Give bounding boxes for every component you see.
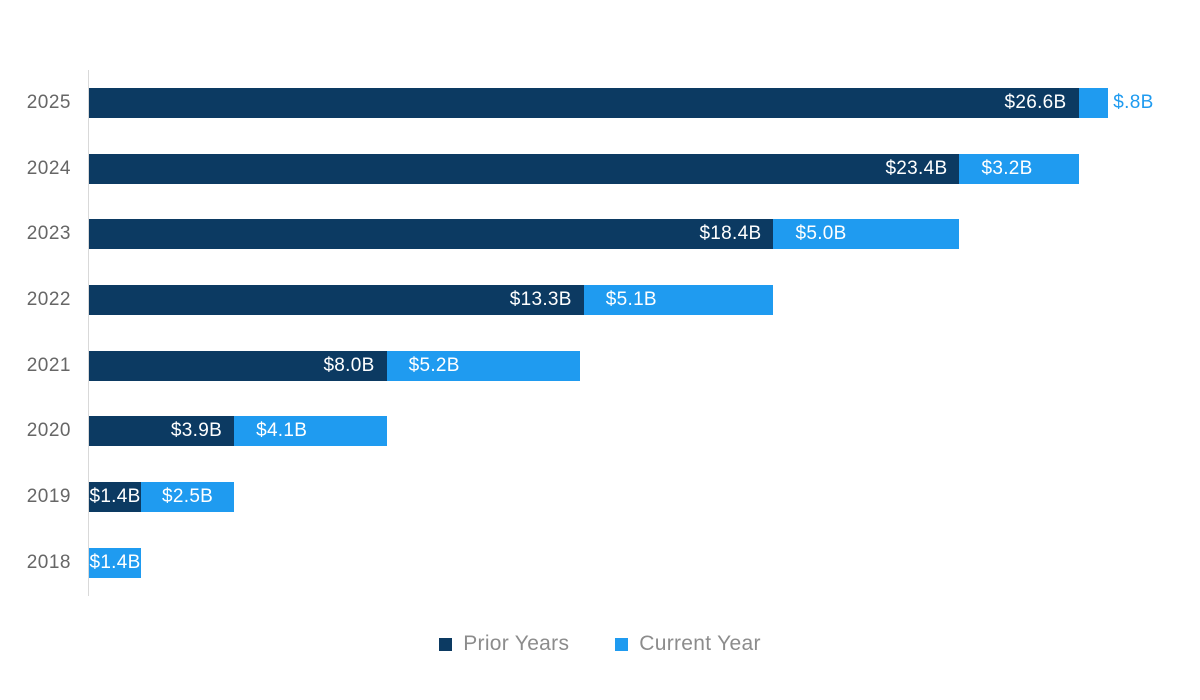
prior-years-value-label: $23.4B bbox=[885, 157, 948, 179]
year-axis-label: 2025 bbox=[26, 91, 71, 113]
prior-years-bar-segment[interactable]: $18.4B bbox=[89, 219, 774, 250]
prior-years-bar-segment[interactable]: $23.4B bbox=[89, 153, 960, 184]
bar-row: $8.0B $5.2B bbox=[89, 333, 1200, 399]
bar-track: $18.4B $5.0B bbox=[89, 219, 1200, 250]
legend-swatch-icon bbox=[615, 637, 629, 651]
year-axis-label: 2021 bbox=[26, 354, 71, 376]
prior-years-value-label: $18.4B bbox=[699, 223, 762, 245]
prior-years-value-label: $1.4B bbox=[89, 485, 141, 507]
bar-track: $1.4B bbox=[89, 547, 1200, 578]
prior-years-value-label: $3.9B bbox=[170, 420, 223, 442]
bar-track: $13.3B $5.1B bbox=[89, 284, 1200, 315]
current-year-bar-segment[interactable] bbox=[1078, 87, 1109, 118]
current-year-bar-segment[interactable]: $2.5B bbox=[141, 481, 235, 512]
year-axis-label: 2024 bbox=[26, 157, 71, 179]
prior-years-bar-segment[interactable]: $1.4B bbox=[89, 481, 142, 512]
prior-years-value-label: $26.6B bbox=[1004, 91, 1067, 113]
current-year-value-label: $.8B bbox=[1113, 91, 1154, 113]
year-axis-label: 2019 bbox=[26, 485, 71, 507]
current-year-bar-segment[interactable]: $4.1B bbox=[234, 416, 387, 447]
year-axis-label: 2020 bbox=[26, 420, 71, 442]
bar-track: $26.6B $.8B bbox=[89, 87, 1200, 118]
prior-years-bar-segment[interactable]: $26.6B bbox=[89, 87, 1079, 118]
legend-label: Prior Years bbox=[463, 632, 570, 655]
bar-row: $18.4B $5.0B bbox=[89, 201, 1200, 267]
bar-row: $3.9B $4.1B bbox=[89, 398, 1200, 464]
prior-years-value-label: $8.0B bbox=[323, 354, 375, 376]
current-year-bar-segment[interactable]: $1.4B bbox=[89, 547, 142, 578]
current-year-bar-segment[interactable]: $5.2B bbox=[386, 350, 581, 381]
bar-row: $1.4B bbox=[89, 530, 1200, 596]
legend-label: Current Year bbox=[639, 632, 761, 655]
current-year-bar-segment[interactable]: $5.0B bbox=[773, 219, 960, 250]
bar-track: $8.0B $5.2B bbox=[89, 350, 1200, 381]
y-axis-category-labels: 2025 2024 2023 2022 2021 2020 2019 2018 bbox=[0, 70, 88, 596]
current-year-bar-segment[interactable]: $5.1B bbox=[583, 284, 774, 315]
current-year-value-label: $2.5B bbox=[162, 485, 214, 507]
bar-track: $1.4B $2.5B bbox=[89, 481, 1200, 512]
current-year-value-label: $1.4B bbox=[89, 551, 141, 573]
year-axis-label: 2023 bbox=[26, 223, 71, 245]
bar-row: $26.6B $.8B bbox=[89, 70, 1200, 136]
prior-years-value-label: $13.3B bbox=[509, 288, 572, 310]
legend-item-prior-years[interactable]: Prior Years bbox=[439, 632, 569, 656]
current-year-value-label: $5.1B bbox=[605, 288, 657, 310]
prior-years-bar-segment[interactable]: $8.0B bbox=[89, 350, 387, 381]
prior-years-bar-segment[interactable]: $13.3B bbox=[89, 284, 584, 315]
legend: Prior Years Current Year bbox=[0, 632, 1200, 656]
current-year-value-label: $5.2B bbox=[408, 354, 460, 376]
bar-row: $13.3B $5.1B bbox=[89, 267, 1200, 333]
year-axis-label: 2022 bbox=[26, 288, 71, 310]
bar-row: $1.4B $2.5B bbox=[89, 464, 1200, 530]
legend-item-current-year[interactable]: Current Year bbox=[615, 632, 761, 656]
current-year-value-label: $3.2B bbox=[981, 157, 1033, 179]
year-axis-label: 2018 bbox=[26, 551, 71, 573]
chart-area: 2025 2024 2023 2022 2021 2020 2019 2018 $26.6B $… bbox=[0, 70, 1200, 596]
current-year-bar-segment[interactable]: $3.2B bbox=[959, 153, 1079, 184]
bar-track: $23.4B $3.2B bbox=[89, 153, 1200, 184]
prior-years-bar-segment[interactable]: $3.9B bbox=[89, 416, 235, 447]
bar-track: $3.9B $4.1B bbox=[89, 416, 1200, 447]
current-year-value-label: $5.0B bbox=[795, 223, 847, 245]
plot-area: $26.6B $.8B $23.4B $3.2B $18.4B $5.0B $13.3B $5… bbox=[88, 70, 1200, 596]
legend-swatch-icon bbox=[439, 637, 453, 651]
current-year-value-label: $4.1B bbox=[256, 420, 308, 442]
bar-row: $23.4B $3.2B bbox=[89, 136, 1200, 202]
